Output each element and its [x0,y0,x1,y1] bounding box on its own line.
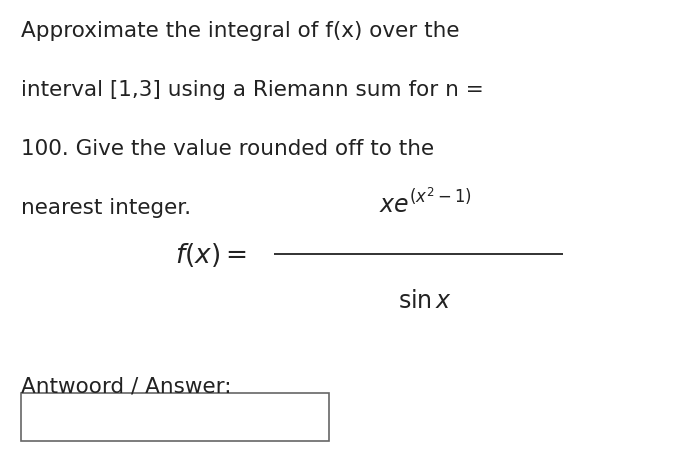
Text: $f(x) =$: $f(x) =$ [175,241,247,269]
Text: Antwoord / Answer:: Antwoord / Answer: [21,375,231,395]
Text: $xe^{(x^2-1)}$: $xe^{(x^2-1)}$ [379,188,472,217]
Text: interval [1,3] using a Riemann sum for n =: interval [1,3] using a Riemann sum for n… [21,80,484,100]
Text: $\sin x$: $\sin x$ [399,289,452,312]
Text: Approximate the integral of f(x) over the: Approximate the integral of f(x) over th… [21,20,459,40]
Text: 100. Give the value rounded off to the: 100. Give the value rounded off to the [21,139,434,159]
Text: nearest integer.: nearest integer. [21,198,191,218]
FancyBboxPatch shape [21,394,329,441]
